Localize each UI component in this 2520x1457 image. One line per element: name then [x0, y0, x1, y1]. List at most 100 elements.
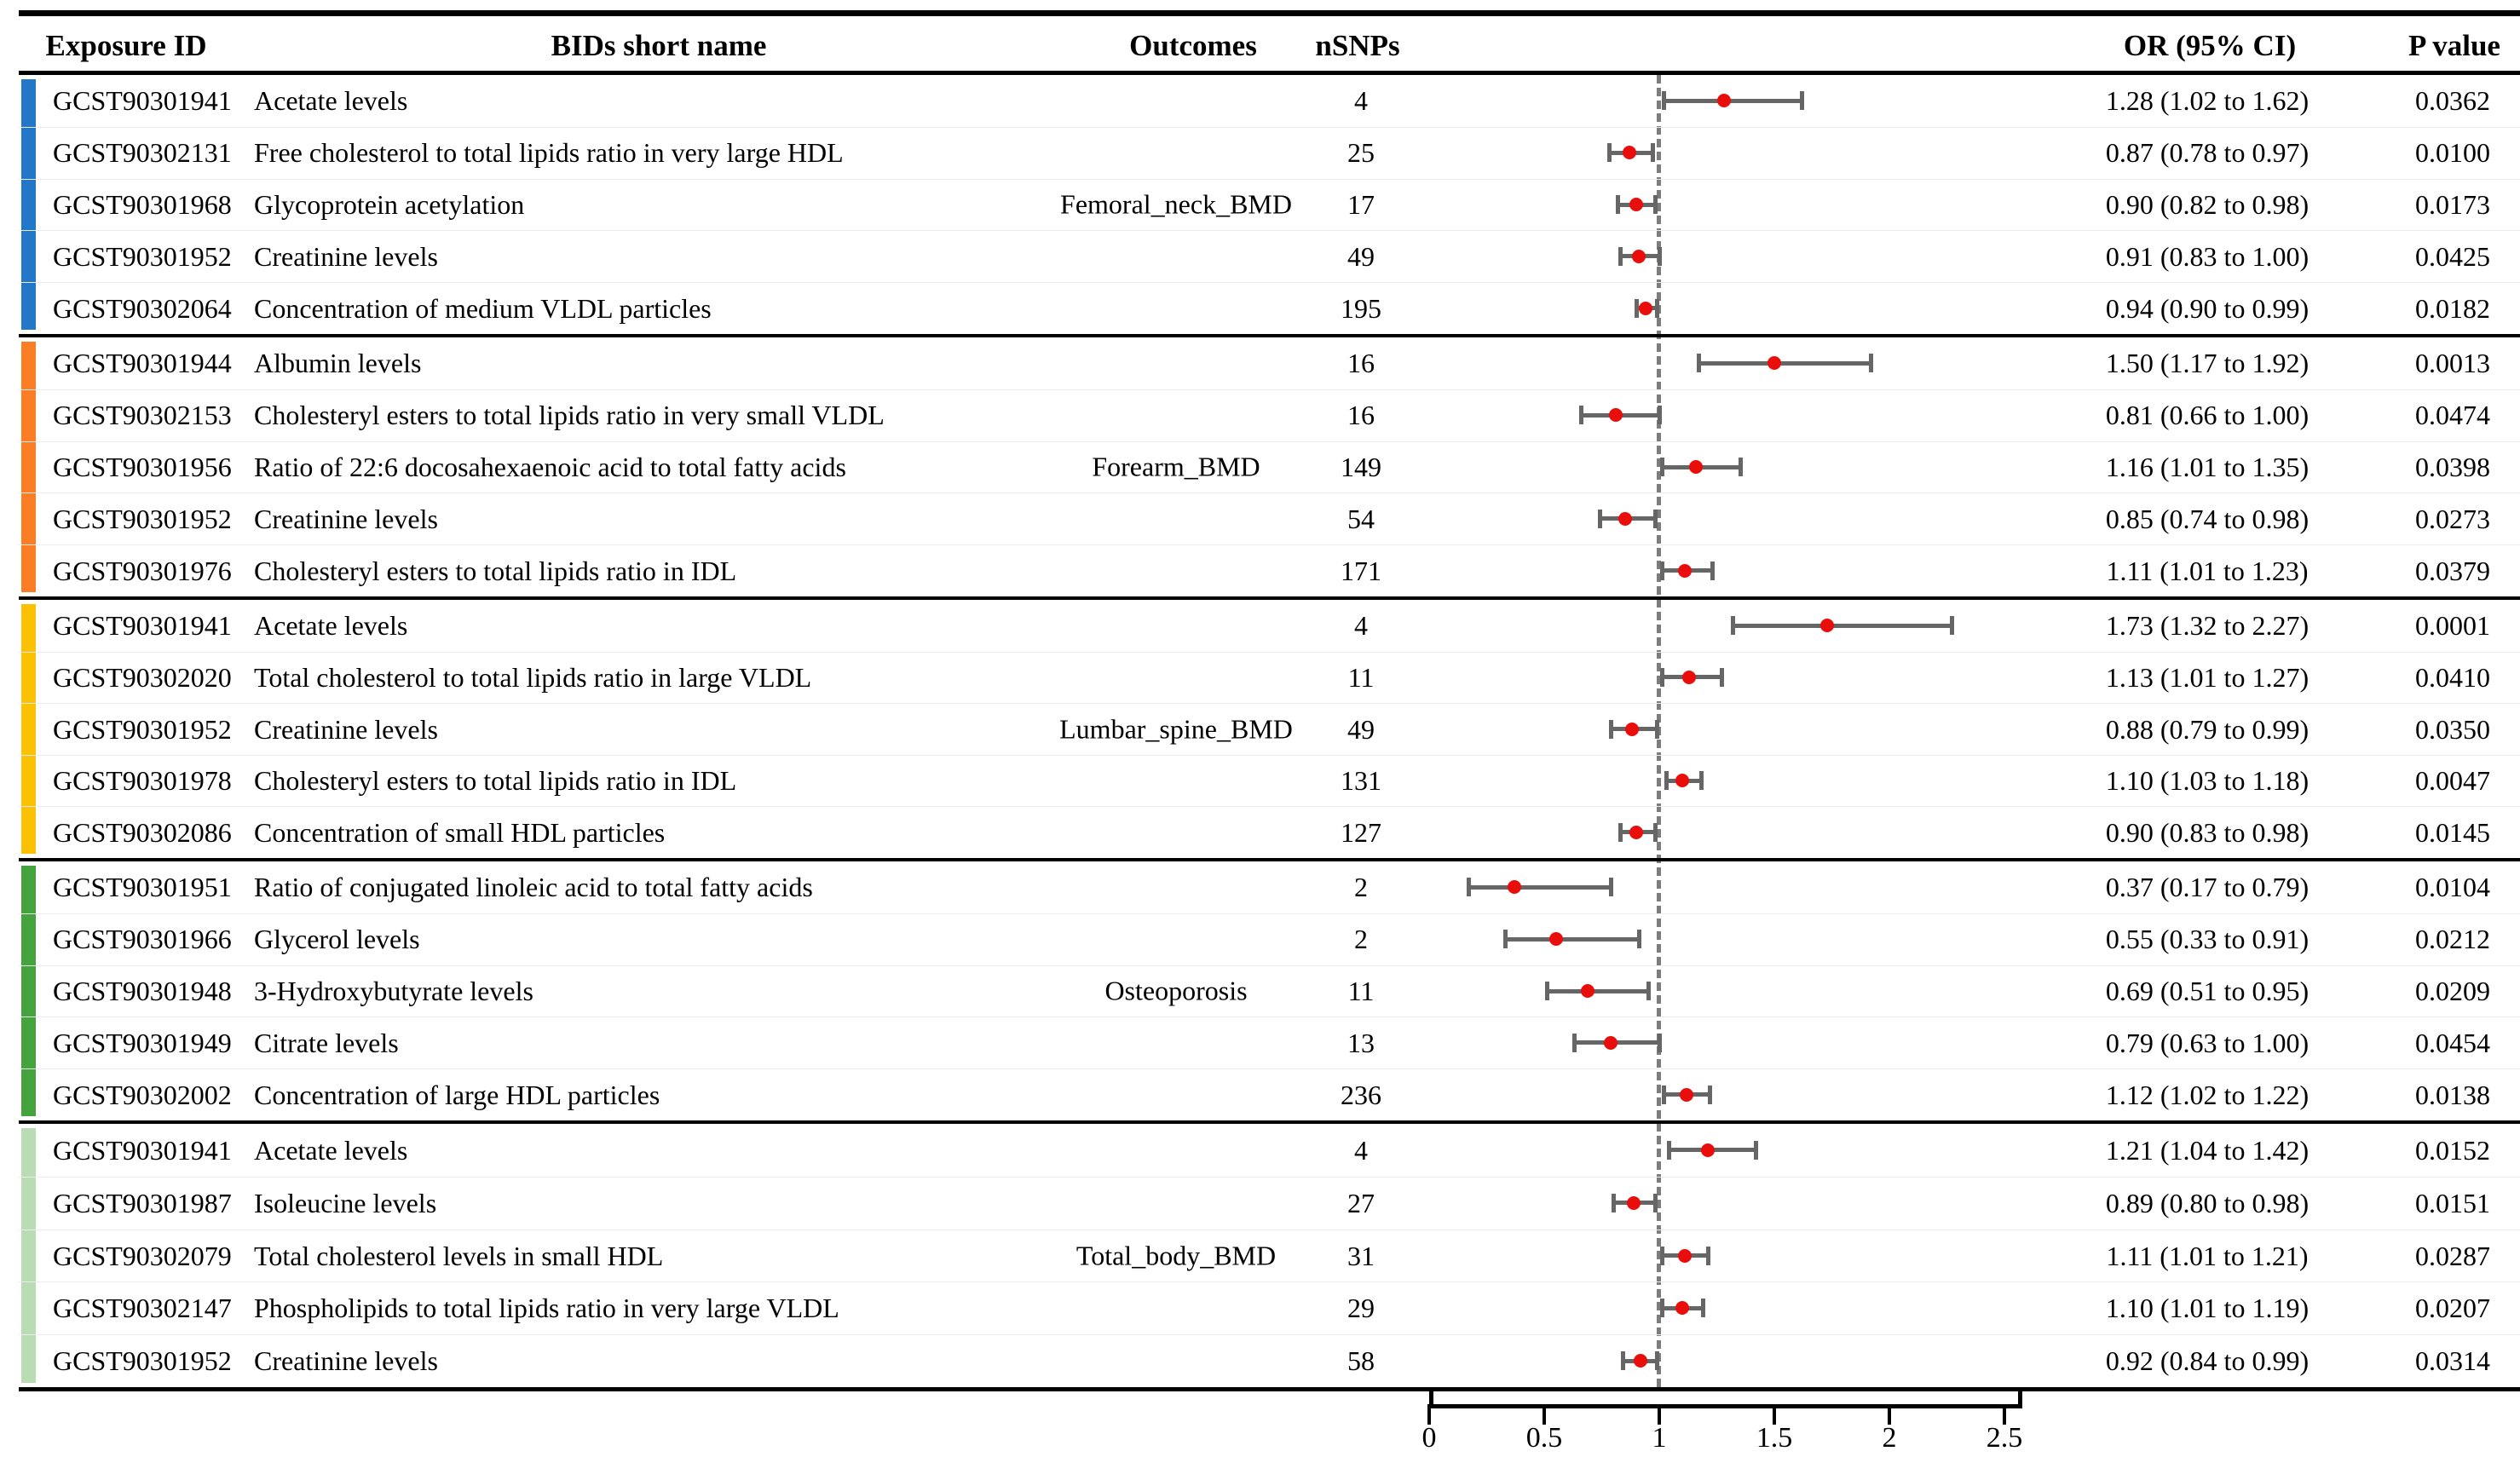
forest-ci-cap-low	[1659, 458, 1664, 476]
forest-point	[1629, 825, 1643, 839]
nsnps-cell: 4	[1354, 85, 1368, 117]
bids-name-cell: Free cholesterol to total lipids ratio i…	[254, 137, 844, 169]
group-separator-rule	[19, 596, 2520, 600]
or-ci-cell: 0.37 (0.17 to 0.79)	[2105, 872, 2310, 903]
nsnps-cell: 11	[1347, 661, 1375, 693]
forest-ci-cap-high	[1719, 667, 1724, 687]
forest-ci-cap-low	[1635, 298, 1639, 318]
row-separator	[19, 806, 2520, 807]
bids-name-cell: Acetate levels	[254, 610, 408, 642]
x-axis-tick-label: 1.5	[1756, 1422, 1793, 1454]
exposure-id-cell: GCST90301952	[53, 1345, 232, 1377]
forest-ci-cap-high	[1800, 91, 1805, 111]
column-header-bids-short-name: BIDs short name	[551, 29, 767, 62]
nsnps-cell: 171	[1341, 555, 1381, 586]
column-header-p-value: P value	[2408, 29, 2500, 62]
group-separator-rule	[19, 1120, 2520, 1124]
forest-whisker	[1733, 623, 1952, 628]
p-value-cell: 0.0104	[2415, 872, 2490, 903]
row-separator	[19, 913, 2520, 914]
group-separator-rule	[19, 858, 2520, 861]
x-axis-tick	[1773, 1404, 1776, 1425]
row-separator	[19, 179, 2520, 180]
nsnps-cell: 16	[1347, 400, 1375, 431]
forest-ci-cap-low	[1618, 246, 1623, 266]
nsnps-cell: 16	[1347, 348, 1375, 379]
bids-name-cell: Creatinine levels	[254, 240, 438, 272]
outcome-label: Lumbar_spine_BMD	[1059, 713, 1293, 744]
outcome-label: Osteoporosis	[1104, 975, 1248, 1006]
forest-ci-cap-low	[1579, 406, 1584, 425]
forest-ci-cap-high	[1646, 982, 1651, 1000]
forest-ci-cap-low	[1731, 616, 1736, 636]
row-separator	[19, 652, 2520, 653]
group-color-bar	[21, 1128, 36, 1383]
forest-point	[1624, 722, 1639, 736]
x-axis-tick-label: 0	[1421, 1422, 1437, 1454]
group-color-bar	[21, 342, 36, 592]
row-separator	[19, 544, 2520, 545]
forest-point	[1689, 460, 1704, 474]
or-ci-cell: 1.28 (1.02 to 1.62)	[2105, 85, 2310, 117]
bids-name-cell: Total cholesterol to total lipids ratio …	[254, 661, 812, 693]
p-value-cell: 0.0047	[2415, 765, 2490, 797]
forest-point	[1618, 511, 1632, 526]
exposure-id-cell: GCST90301941	[53, 85, 232, 117]
forest-point	[1581, 984, 1595, 998]
or-ci-cell: 1.73 (1.32 to 2.27)	[2105, 610, 2310, 642]
p-value-cell: 0.0001	[2415, 610, 2490, 642]
forest-ci-cap-low	[1659, 667, 1664, 687]
p-value-cell: 0.0362	[2415, 85, 2490, 117]
bids-name-cell: Phospholipids to total lipids ratio in v…	[254, 1293, 839, 1324]
or-ci-cell: 0.79 (0.63 to 1.00)	[2105, 1027, 2310, 1058]
outcome-label: Forearm_BMD	[1092, 451, 1260, 482]
forest-ci-cap-high	[1754, 1140, 1759, 1160]
forest-ci-cap-high	[1658, 1033, 1662, 1052]
top-rule	[19, 10, 2520, 16]
or-ci-cell: 1.21 (1.04 to 1.42)	[2105, 1134, 2310, 1166]
exposure-id-cell: GCST90302131	[53, 137, 232, 169]
row-separator	[19, 755, 2520, 756]
bids-name-cell: Concentration of small HDL particles	[254, 816, 666, 848]
forest-point	[1622, 146, 1636, 160]
row-separator	[19, 492, 2520, 493]
row-separator	[19, 1281, 2520, 1282]
row-separator	[19, 1068, 2520, 1069]
exposure-id-cell: GCST90301976	[53, 555, 232, 586]
forest-ci-cap-low	[1620, 1351, 1625, 1371]
forest-ci-cap-low	[1662, 1085, 1667, 1104]
nsnps-cell: 131	[1341, 765, 1381, 797]
exposure-id-cell: GCST90301941	[53, 1134, 232, 1166]
or-ci-cell: 1.10 (1.01 to 1.19)	[2105, 1293, 2310, 1324]
group-color-bar	[21, 866, 36, 1116]
forest-ci-cap-low	[1659, 1299, 1664, 1318]
group-color-bar	[21, 79, 36, 330]
exposure-id-cell: GCST90301966	[53, 924, 232, 955]
p-value-cell: 0.0350	[2415, 713, 2490, 745]
x-axis-tick	[1427, 1404, 1431, 1425]
nsnps-cell: 31	[1347, 1240, 1375, 1271]
forest-point	[1675, 1301, 1689, 1316]
exposure-id-cell: GCST90301968	[53, 189, 232, 220]
nsnps-cell: 2	[1354, 872, 1368, 903]
row-separator	[19, 282, 2520, 283]
bids-name-cell: Concentration of medium VLDL particles	[254, 292, 712, 324]
forest-ci-cap-high	[1658, 246, 1662, 266]
column-header-nsnps: nSNPs	[1315, 29, 1400, 62]
p-value-cell: 0.0212	[2415, 924, 2490, 955]
bids-name-cell: Total cholesterol levels in small HDL	[254, 1240, 664, 1271]
bottom-rule	[19, 1387, 2520, 1391]
forest-ci-cap-low	[1466, 878, 1471, 897]
exposure-id-cell: GCST90302147	[53, 1293, 232, 1324]
nsnps-cell: 25	[1347, 137, 1375, 169]
forest-ci-cap-low	[1659, 561, 1664, 580]
row-separator	[19, 1016, 2520, 1017]
forest-ci-cap-low	[1612, 1193, 1616, 1212]
exposure-id-cell: GCST90301978	[53, 765, 232, 797]
exposure-id-cell: GCST90301952	[53, 503, 232, 534]
forest-ci-cap-high	[1652, 1193, 1658, 1212]
exposure-id-cell: GCST90301952	[53, 713, 232, 745]
p-value-cell: 0.0145	[2415, 816, 2490, 848]
row-separator	[19, 127, 2520, 128]
p-value-cell: 0.0151	[2415, 1187, 2490, 1218]
